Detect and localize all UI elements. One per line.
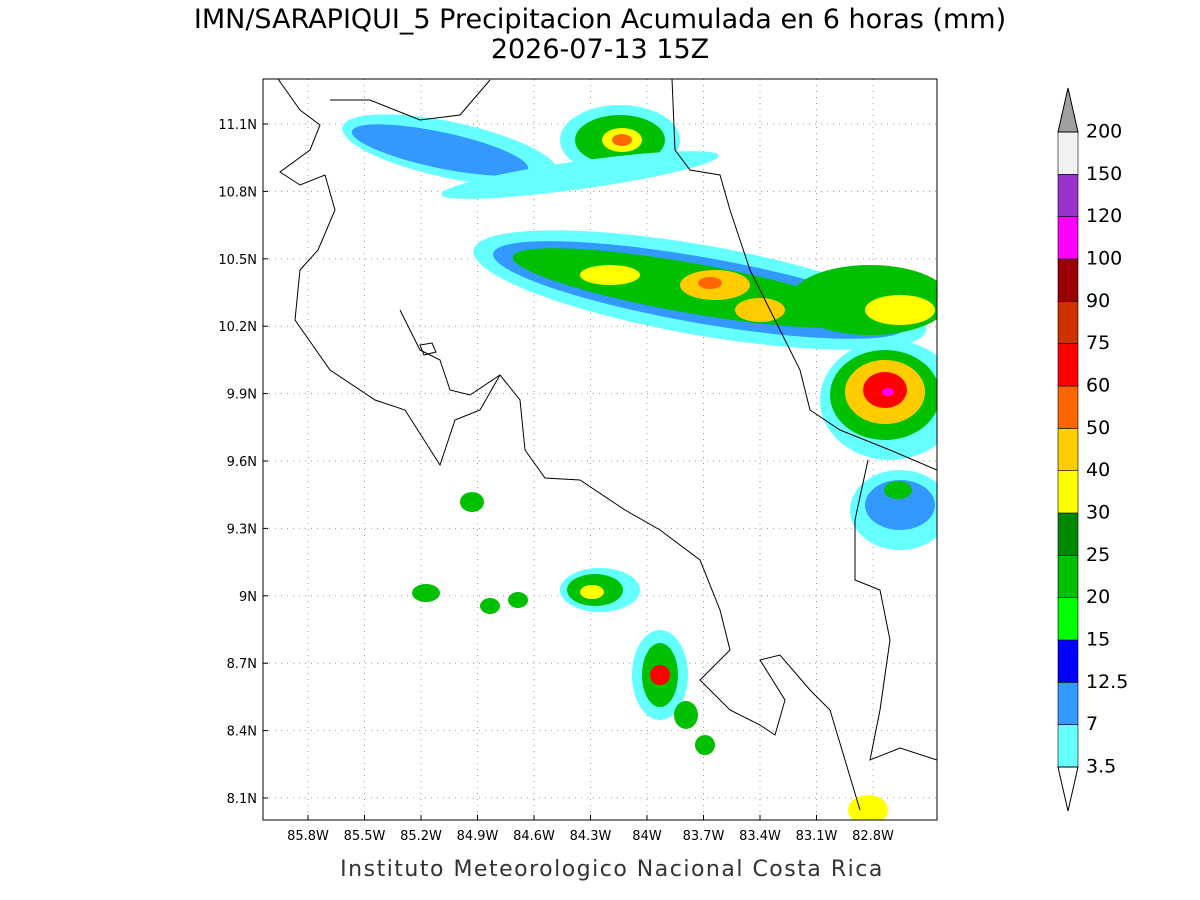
grid	[263, 79, 937, 820]
colorbar-box	[1057, 385, 1079, 429]
colorbar-label: 50	[1086, 417, 1110, 439]
y-tick-label: 10.8N	[218, 185, 257, 200]
colorbar-box	[1057, 555, 1079, 598]
colorbar-label: 75	[1086, 332, 1110, 354]
colorbar-label: 150	[1086, 163, 1122, 185]
colorbar-label: 15	[1086, 629, 1110, 651]
x-tick-label: 83.1W	[796, 829, 838, 844]
colorbar-box	[1057, 301, 1079, 344]
colorbar-label: 60	[1086, 375, 1110, 397]
colorbar-box	[1057, 343, 1079, 387]
x-tick-label: 82.8W	[852, 829, 894, 844]
y-tick-label: 11.1N	[218, 118, 257, 133]
colorbar-box	[1057, 682, 1079, 725]
precipitation	[342, 105, 937, 820]
colorbar-label: 200	[1086, 121, 1122, 143]
y-tick-label: 8.4N	[227, 725, 257, 740]
x-tick-label: 84W	[632, 829, 662, 844]
y-tick-label: 9.3N	[227, 522, 257, 537]
x-tick-label: 85.8W	[287, 829, 329, 844]
colorbar-label: 12.5	[1086, 671, 1128, 693]
x-tick-label: 84.6W	[513, 829, 555, 844]
colorbar-label: 25	[1086, 544, 1110, 566]
colorbar-box	[1057, 428, 1079, 471]
y-tick-label: 8.7N	[227, 657, 257, 672]
colorbar-box	[1057, 639, 1079, 683]
colorbar-box	[1057, 597, 1079, 641]
colorbar-under	[1057, 766, 1079, 812]
y-tick-label: 10.5N	[218, 253, 257, 268]
colorbar-box	[1057, 258, 1079, 302]
y-tick-label: 9N	[239, 590, 257, 605]
footer: Instituto Meteorologico Nacional Costa R…	[340, 857, 884, 882]
x-tick-label: 84.9W	[457, 829, 499, 844]
colorbar-box	[1057, 131, 1079, 175]
y-tick-label: 8.1N	[227, 792, 257, 807]
colorbar-box	[1057, 470, 1079, 514]
colorbar-label: 3.5	[1086, 756, 1116, 778]
y-tick-label: 10.2N	[218, 320, 257, 335]
x-tick-label: 84.3W	[570, 829, 612, 844]
colorbar: 3.5 7 12.5 15 20 25 30 40 50 60 75 90 100 120 150 200	[1057, 87, 1128, 812]
colorbar-over	[1057, 87, 1079, 133]
y-tick-label: 9.6N	[227, 455, 257, 470]
y-tick-label: 9.9N	[227, 388, 257, 403]
colorbar-box	[1057, 174, 1079, 217]
title: IMN/SARAPIQUI_5 Precipitacion Acumulada …	[194, 4, 1006, 35]
colorbar-box	[1057, 512, 1079, 556]
colorbar-label: 120	[1086, 205, 1122, 227]
x-tick-label: 83.4W	[739, 829, 781, 844]
colorbar-box	[1057, 216, 1079, 260]
x-tick-label: 85.5W	[344, 829, 386, 844]
colorbar-label: 40	[1086, 459, 1110, 481]
subtitle: 2026-07-13 15Z	[491, 34, 709, 65]
colorbar-box	[1057, 724, 1079, 768]
colorbar-label: 90	[1086, 290, 1110, 312]
coastline	[277, 79, 937, 811]
colorbar-label: 100	[1086, 248, 1122, 270]
x-tick-label: 83.7W	[683, 829, 725, 844]
map-frame	[262, 78, 938, 821]
colorbar-label: 7	[1086, 713, 1098, 735]
colorbar-label: 20	[1086, 586, 1110, 608]
x-tick-label: 85.2W	[400, 829, 442, 844]
colorbar-label: 30	[1086, 502, 1110, 524]
